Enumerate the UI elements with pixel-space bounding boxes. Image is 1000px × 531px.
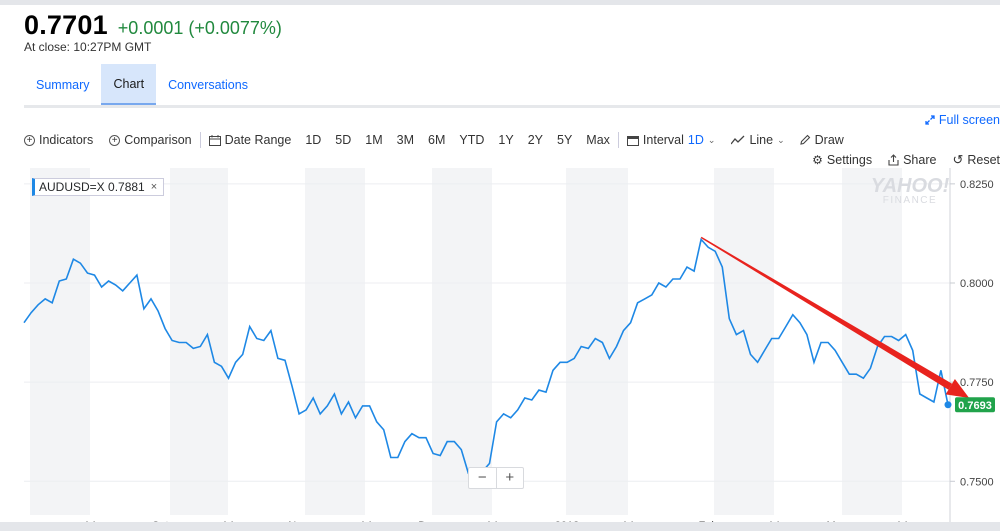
- y-tick-label: 0.8250: [960, 179, 994, 191]
- reset-button[interactable]: ↺ Reset: [952, 152, 1000, 168]
- month-band-0: [30, 168, 90, 515]
- last-price-dot: [944, 401, 952, 409]
- comparison-button[interactable]: + Comparison: [109, 133, 192, 147]
- price-chart[interactable]: YAHOO! FINANCE 0.7500 0.7750 0.8000 0.8250 …: [0, 168, 1000, 531]
- plus-circle-icon: +: [109, 134, 121, 146]
- draw-button[interactable]: Draw: [799, 133, 844, 147]
- pencil-icon: [799, 134, 810, 145]
- quote-tabs: Summary Chart Conversations: [24, 64, 260, 106]
- quote-header: 0.7701 +0.0001 (+0.0077%): [24, 10, 282, 41]
- range-ytd[interactable]: YTD: [459, 133, 485, 147]
- month-band-1: [170, 168, 228, 515]
- month-band-4: [566, 168, 628, 515]
- share-icon: [888, 154, 899, 166]
- series-legend-label: AUDUSD=X 0.7881: [39, 180, 145, 194]
- series-legend: AUDUSD=X 0.7881 ×: [32, 178, 165, 196]
- top-border: [0, 0, 1000, 5]
- toolbar-separator: [617, 132, 619, 148]
- watermark-yahoo: YAHOO!: [871, 175, 950, 197]
- chevron-down-icon: ⌄: [777, 134, 785, 145]
- y-tick-label: 0.7750: [960, 377, 994, 389]
- quote-price: 0.7701: [24, 10, 108, 40]
- chart-grid: [24, 183, 950, 482]
- zoom-in-button[interactable]: +: [505, 469, 515, 486]
- calendar-icon: [626, 135, 639, 146]
- range-1y[interactable]: 1Y: [498, 133, 514, 147]
- y-tick-label: 0.8000: [960, 278, 994, 290]
- settings-button[interactable]: ⚙ Settings: [812, 152, 872, 168]
- calendar-icon: [208, 134, 221, 146]
- range-3m[interactable]: 3M: [396, 133, 415, 147]
- market-close-note: At close: 10:27PM GMT: [24, 40, 152, 54]
- trend-arrow-annotation: [700, 236, 970, 399]
- zoom-out-button[interactable]: −: [469, 468, 497, 488]
- y-tick-label: 0.7500: [960, 476, 994, 488]
- watermark-finance: FINANCE: [883, 195, 937, 206]
- plus-circle-icon: +: [24, 134, 35, 146]
- range-max[interactable]: Max: [586, 133, 610, 147]
- share-label: Share: [903, 153, 937, 167]
- month-band-5: [714, 168, 774, 515]
- interval-label: Interval: [642, 133, 684, 147]
- yahoo-finance-watermark: YAHOO! FINANCE: [871, 175, 950, 206]
- line-chart-icon: [731, 135, 745, 145]
- chart-type-dropdown[interactable]: Line ⌄: [731, 133, 785, 147]
- draw-label: Draw: [814, 133, 844, 147]
- tab-divider: [24, 105, 1000, 108]
- range-5y[interactable]: 5Y: [557, 133, 573, 147]
- share-button[interactable]: Share: [888, 152, 936, 168]
- indicators-button[interactable]: + Indicators: [24, 133, 93, 147]
- comparison-label: Comparison: [124, 133, 192, 147]
- tab-summary[interactable]: Summary: [36, 78, 90, 92]
- arrow-head: [945, 378, 970, 399]
- bottom-border: [0, 522, 1000, 531]
- date-range-button[interactable]: Date Range: [208, 133, 292, 147]
- tab-chart[interactable]: Chart: [101, 64, 157, 106]
- chart-bands: [30, 168, 902, 515]
- range-1d[interactable]: 1D: [305, 133, 322, 147]
- gear-icon: ⚙: [812, 153, 823, 167]
- expand-icon: [925, 115, 935, 125]
- chart-toolbar: + Indicators + Comparison Date Range 1D …: [24, 131, 844, 149]
- toolbar-separator: [199, 132, 201, 148]
- full-screen-button[interactable]: Full screen: [925, 113, 1000, 127]
- chevron-down-icon: ⌄: [707, 134, 716, 145]
- settings-label: Settings: [826, 153, 873, 167]
- quote-change: +0.0001 (+0.0077%): [117, 18, 282, 38]
- month-band-3: [432, 168, 492, 515]
- interval-value: 1D: [687, 133, 704, 147]
- range-5d[interactable]: 5D: [335, 133, 352, 147]
- full-screen-label: Full screen: [938, 113, 1000, 127]
- interval-dropdown[interactable]: Interval 1D ⌄: [626, 133, 716, 147]
- range-2y[interactable]: 2Y: [527, 133, 543, 147]
- chart-svg: YAHOO! FINANCE 0.75000.77500.80000.8250 …: [23, 168, 995, 531]
- month-band-2: [305, 168, 365, 515]
- last-price-badge: 0.7693: [955, 397, 995, 413]
- reset-icon: ↺: [952, 152, 964, 167]
- date-range-label: Date Range: [224, 133, 292, 147]
- arrow-shaft: [700, 236, 953, 390]
- chart-actions: ⚙ Settings Share ↺ Reset: [812, 152, 1000, 168]
- tab-conversations[interactable]: Conversations: [168, 78, 248, 92]
- y-axis: 0.7500 0.7750 0.8000 0.8250: [949, 168, 994, 523]
- range-1m[interactable]: 1M: [365, 133, 383, 147]
- chart-type-label: Line: [749, 133, 774, 147]
- last-price-label: 0.7693: [958, 400, 992, 412]
- range-6m[interactable]: 6M: [428, 133, 446, 147]
- reset-label: Reset: [967, 153, 1000, 167]
- indicators-label: Indicators: [39, 133, 94, 147]
- remove-series-button[interactable]: ×: [150, 181, 158, 193]
- zoom-control: − +: [468, 467, 524, 489]
